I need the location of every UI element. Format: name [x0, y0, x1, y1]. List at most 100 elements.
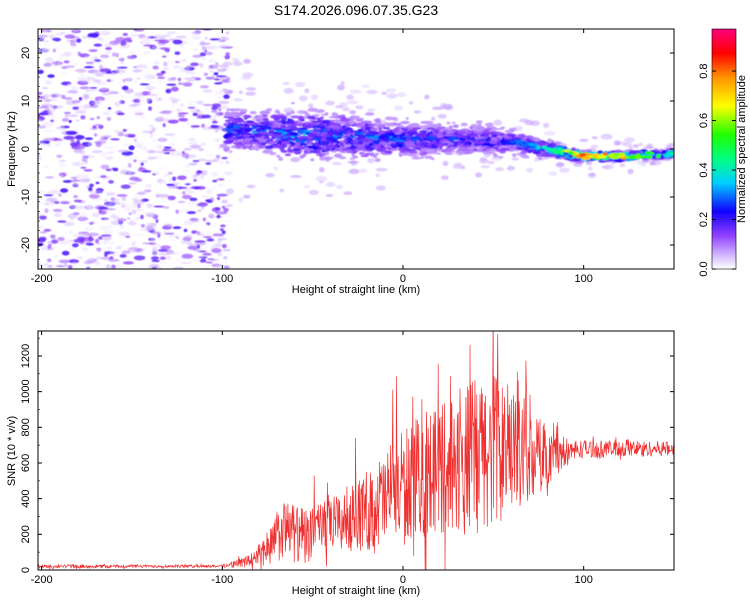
- heatmap-cell: [281, 120, 288, 125]
- heatmap-cell: [128, 67, 132, 70]
- heatmap-cell: [369, 127, 378, 132]
- heatmap-cell: [170, 265, 175, 269]
- heatmap-cell: [95, 142, 102, 148]
- heatmap-cell: [63, 221, 75, 227]
- heatmap-cell: [68, 230, 74, 234]
- heatmap-cell: [83, 205, 94, 208]
- heatmap-cell: [172, 176, 177, 182]
- heatmap-cell: [212, 88, 223, 94]
- colorbar-tick-label: 0.4: [698, 162, 710, 177]
- heatmap-cell: [75, 119, 80, 122]
- heatmap-cell: [133, 159, 137, 163]
- heatmap-cell: [449, 147, 458, 150]
- heatmap-cell: [209, 197, 215, 202]
- heatmap-cell: [179, 240, 189, 244]
- heatmap-cell: [86, 178, 91, 182]
- heatmap-cell: [38, 69, 44, 74]
- heatmap-cell: [313, 137, 322, 141]
- heatmap-cell: [273, 145, 283, 149]
- heatmap-cell: [162, 185, 174, 190]
- heatmap-cell: [156, 79, 166, 84]
- heatmap-cell: [300, 118, 305, 122]
- heatmap-cell: [357, 135, 362, 140]
- heatmap-cell: [115, 130, 124, 134]
- heatmap-cell: [132, 210, 137, 215]
- heatmap-cell: [267, 141, 277, 145]
- heatmap-cell: [294, 120, 299, 124]
- heatmap-cell: [219, 143, 228, 148]
- heatmap-cell: [182, 82, 193, 87]
- heatmap-cell: [160, 189, 168, 195]
- heatmap-cell: [160, 245, 172, 250]
- heatmap-cell: [181, 253, 194, 259]
- heatmap-cell: [422, 151, 428, 155]
- heatmap-cell: [89, 117, 99, 121]
- heatmap-cell: [360, 154, 370, 158]
- heatmap-cell: [131, 91, 141, 95]
- heatmap-cell: [324, 112, 329, 115]
- heatmap-cell: [84, 227, 93, 232]
- heatmap-cell: [71, 86, 78, 91]
- heatmap-cell: [205, 263, 212, 268]
- heatmap-cell: [100, 106, 109, 109]
- heatmap-cell: [262, 114, 268, 118]
- heatmap-cell: [113, 111, 118, 114]
- heatmap-cell: [339, 132, 343, 136]
- heatmap-cell: [152, 65, 159, 70]
- heatmap-cell: [183, 220, 194, 225]
- heatmap-cell: [112, 168, 119, 172]
- heatmap-cell: [284, 153, 292, 157]
- heatmap-cell: [264, 138, 274, 141]
- heatmap-cell: [117, 112, 125, 116]
- heatmap-cell: [171, 104, 175, 108]
- heatmap-cell: [201, 195, 210, 198]
- heatmap-cell: [205, 76, 215, 80]
- heatmap-cell: [241, 134, 251, 138]
- heatmap-cell: [559, 167, 570, 173]
- heatmap-cell: [290, 142, 296, 147]
- heatmap-cell: [538, 156, 542, 161]
- heatmap-cell: [201, 114, 212, 119]
- heatmap-cell: [161, 70, 166, 74]
- heatmap-cell: [632, 144, 639, 148]
- heatmap-cell: [234, 130, 244, 133]
- heatmap-cell: [290, 110, 296, 115]
- heatmap-cell: [221, 230, 226, 234]
- heatmap-cell: [223, 256, 228, 260]
- heatmap-cell: [65, 233, 75, 239]
- heatmap-cell: [375, 185, 386, 191]
- heatmap-cell: [109, 243, 117, 248]
- heatmap-cell: [405, 120, 409, 124]
- heatmap-cell: [53, 105, 63, 109]
- heatmap-cell: [424, 94, 430, 100]
- heatmap-cell: [124, 132, 129, 138]
- heatmap-cell: [121, 85, 129, 91]
- heatmap-cell: [141, 223, 145, 228]
- heatmap-cell: [86, 185, 90, 189]
- heatmap-cell: [319, 156, 330, 161]
- heatmap-cell: [224, 55, 230, 60]
- heatmap-cell: [324, 134, 331, 138]
- heatmap-cell: [133, 80, 138, 83]
- heatmap-cell: [41, 103, 52, 108]
- heatmap-cell: [129, 34, 140, 37]
- heatmap-cell: [147, 156, 157, 160]
- colorbar-ticks: 0.0 0.2 0.4 0.6 0.8: [698, 63, 736, 277]
- heatmap-cell: [76, 256, 83, 259]
- heatmap-cell: [188, 42, 194, 46]
- colorbar-tick-label: 0.2: [698, 212, 710, 227]
- heatmap-cell: [39, 197, 43, 201]
- heatmap-cell: [128, 104, 140, 107]
- heatmap-cell: [57, 139, 64, 142]
- heatmap-cell: [213, 199, 218, 202]
- snr-frame: [37, 330, 675, 571]
- heatmap-cell: [196, 221, 205, 224]
- heatmap-cell: [146, 97, 150, 102]
- heatmap-cell: [213, 112, 219, 118]
- heatmap-cell: [304, 130, 313, 133]
- heatmap-cell: [76, 144, 86, 150]
- heatmap-cell: [167, 195, 176, 201]
- heatmap-cell: [170, 140, 181, 144]
- heatmap-cell: [309, 146, 320, 150]
- heatmap-cell: [194, 264, 200, 269]
